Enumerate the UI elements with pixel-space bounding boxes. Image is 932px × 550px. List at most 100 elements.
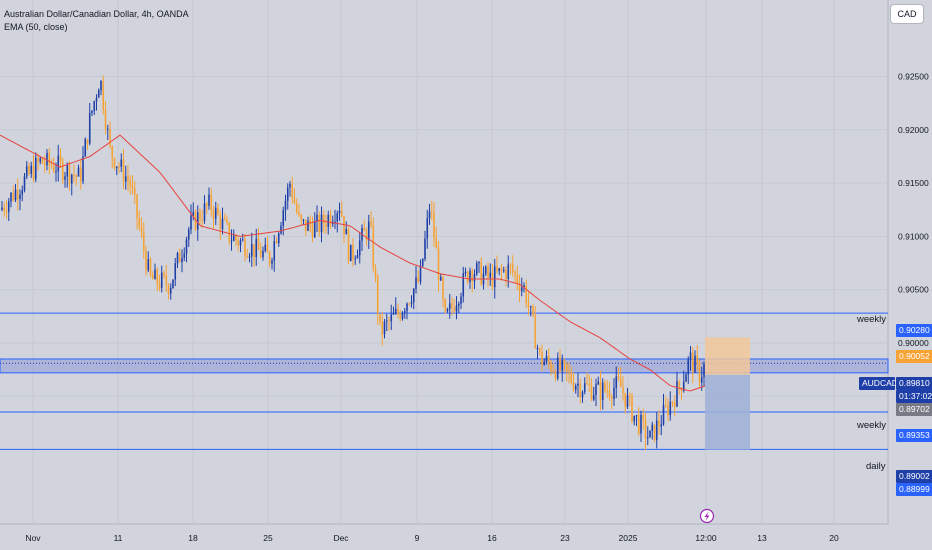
candle-body [691, 352, 694, 373]
candle-body [408, 303, 411, 305]
candle-body [241, 239, 244, 241]
chart-title[interactable]: Australian Dollar/Canadian Dollar, 4h, O… [4, 9, 189, 19]
candle-body [160, 272, 163, 288]
candle-body [622, 387, 624, 393]
candle-body [100, 81, 102, 91]
candle-body [50, 164, 53, 167]
candle-body [610, 396, 613, 400]
candle-body [680, 387, 683, 391]
candle-body [358, 240, 361, 256]
candle-body [259, 249, 262, 258]
candle-body [61, 161, 64, 180]
candle-body [435, 238, 438, 249]
candle-body [516, 273, 519, 284]
time-tick-labels: Nov 11 18 25 Dec 9 16 23 2025 12:00 13 20 [25, 533, 839, 543]
candle-body [151, 275, 154, 280]
candle-body [399, 313, 402, 319]
candle-body [662, 405, 665, 425]
candle-body [480, 262, 483, 285]
candle-body [568, 370, 570, 373]
lightning-icon[interactable] [699, 508, 715, 524]
candle-body [273, 241, 276, 261]
time-tick-label: 11 [114, 533, 123, 543]
candle-body [205, 203, 208, 206]
candle-body [228, 222, 231, 242]
candle-body [280, 225, 282, 234]
candle-body [372, 225, 375, 268]
candle-body [532, 306, 534, 316]
candle-body [534, 315, 537, 349]
candle-body [293, 198, 296, 204]
currency-button[interactable]: CAD [890, 4, 924, 24]
candle-body [210, 194, 213, 211]
candle-body [138, 218, 141, 227]
price-tick-label: 0.92000 [898, 125, 929, 135]
position-target-zone[interactable] [705, 337, 750, 375]
candle-body [268, 252, 271, 264]
candle-body [79, 167, 82, 182]
candle-body [131, 186, 134, 189]
candle-body [574, 385, 577, 390]
candle-body [187, 229, 190, 240]
candle-body [30, 165, 33, 174]
candle-body [127, 176, 129, 181]
price-tick-label: 0.90000 [898, 338, 929, 348]
candle-body [158, 283, 161, 288]
candle-body [570, 372, 573, 383]
candle-body [430, 211, 433, 213]
candle-body [136, 194, 138, 219]
candle-body [669, 401, 672, 416]
candle-body [246, 256, 249, 258]
candle-body [14, 189, 17, 201]
candle-body [464, 271, 467, 274]
candle-body [606, 390, 609, 392]
candle-body [300, 214, 303, 221]
candle-body [525, 285, 528, 304]
candle-body [345, 229, 348, 235]
candle-body [21, 190, 24, 195]
candle-body [419, 265, 422, 282]
candle-body [437, 248, 440, 281]
candle-body [250, 243, 253, 257]
indicator-label[interactable]: EMA (50, close) [4, 22, 68, 32]
price-axis-background[interactable] [888, 0, 932, 550]
candle-body [185, 239, 188, 254]
candle-body [653, 424, 656, 441]
candle-body [343, 216, 345, 235]
candle-body [682, 381, 685, 391]
candle-body [615, 376, 618, 388]
candle-body [421, 258, 424, 266]
candle-body [190, 215, 192, 230]
candle-body [16, 189, 19, 200]
candle-body [111, 146, 114, 159]
weekly-bottom-price-tag: 0.89353 [896, 429, 932, 442]
candle-body [590, 385, 593, 400]
candle-body [129, 180, 132, 187]
position-stop-zone[interactable] [705, 374, 750, 450]
candle-body [383, 321, 386, 335]
candle-body [370, 221, 372, 226]
candle-body [685, 374, 687, 382]
candle-body [237, 240, 240, 246]
candle-body [109, 128, 111, 147]
candle-body [352, 244, 354, 260]
candle-body [507, 264, 510, 279]
candle-body [619, 378, 622, 388]
candle-body [266, 244, 269, 253]
candle-body [624, 392, 627, 407]
candle-body [451, 303, 453, 308]
candle-body [381, 321, 384, 335]
candle-body [628, 395, 631, 397]
candle-body [649, 430, 651, 438]
candle-body [689, 352, 692, 360]
target-price-tag: 0.90052 [896, 350, 932, 363]
support-zone [0, 358, 889, 374]
candle-body [208, 194, 210, 206]
candle-body [631, 395, 633, 422]
candle-body [10, 192, 12, 202]
candle-body [25, 166, 28, 177]
candle-body [214, 207, 217, 219]
candle-body [313, 221, 316, 238]
candle-body [133, 188, 136, 195]
